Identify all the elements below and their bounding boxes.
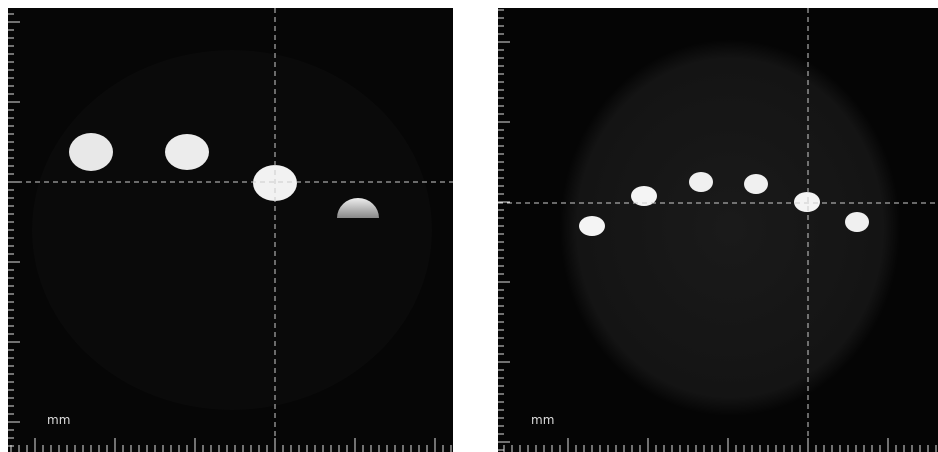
marker bbox=[69, 133, 113, 171]
marker bbox=[794, 192, 820, 212]
marker bbox=[165, 134, 209, 170]
right-panel[interactable]: mm bbox=[498, 8, 938, 452]
marker bbox=[579, 216, 605, 236]
unit-label: mm bbox=[47, 413, 70, 427]
marker bbox=[845, 212, 869, 232]
unit-label: mm bbox=[531, 413, 554, 427]
viewer: mm mm bbox=[0, 0, 938, 452]
marker bbox=[744, 174, 768, 194]
marker bbox=[689, 172, 713, 192]
phantom bbox=[32, 50, 432, 410]
left-panel[interactable]: mm bbox=[8, 8, 453, 452]
